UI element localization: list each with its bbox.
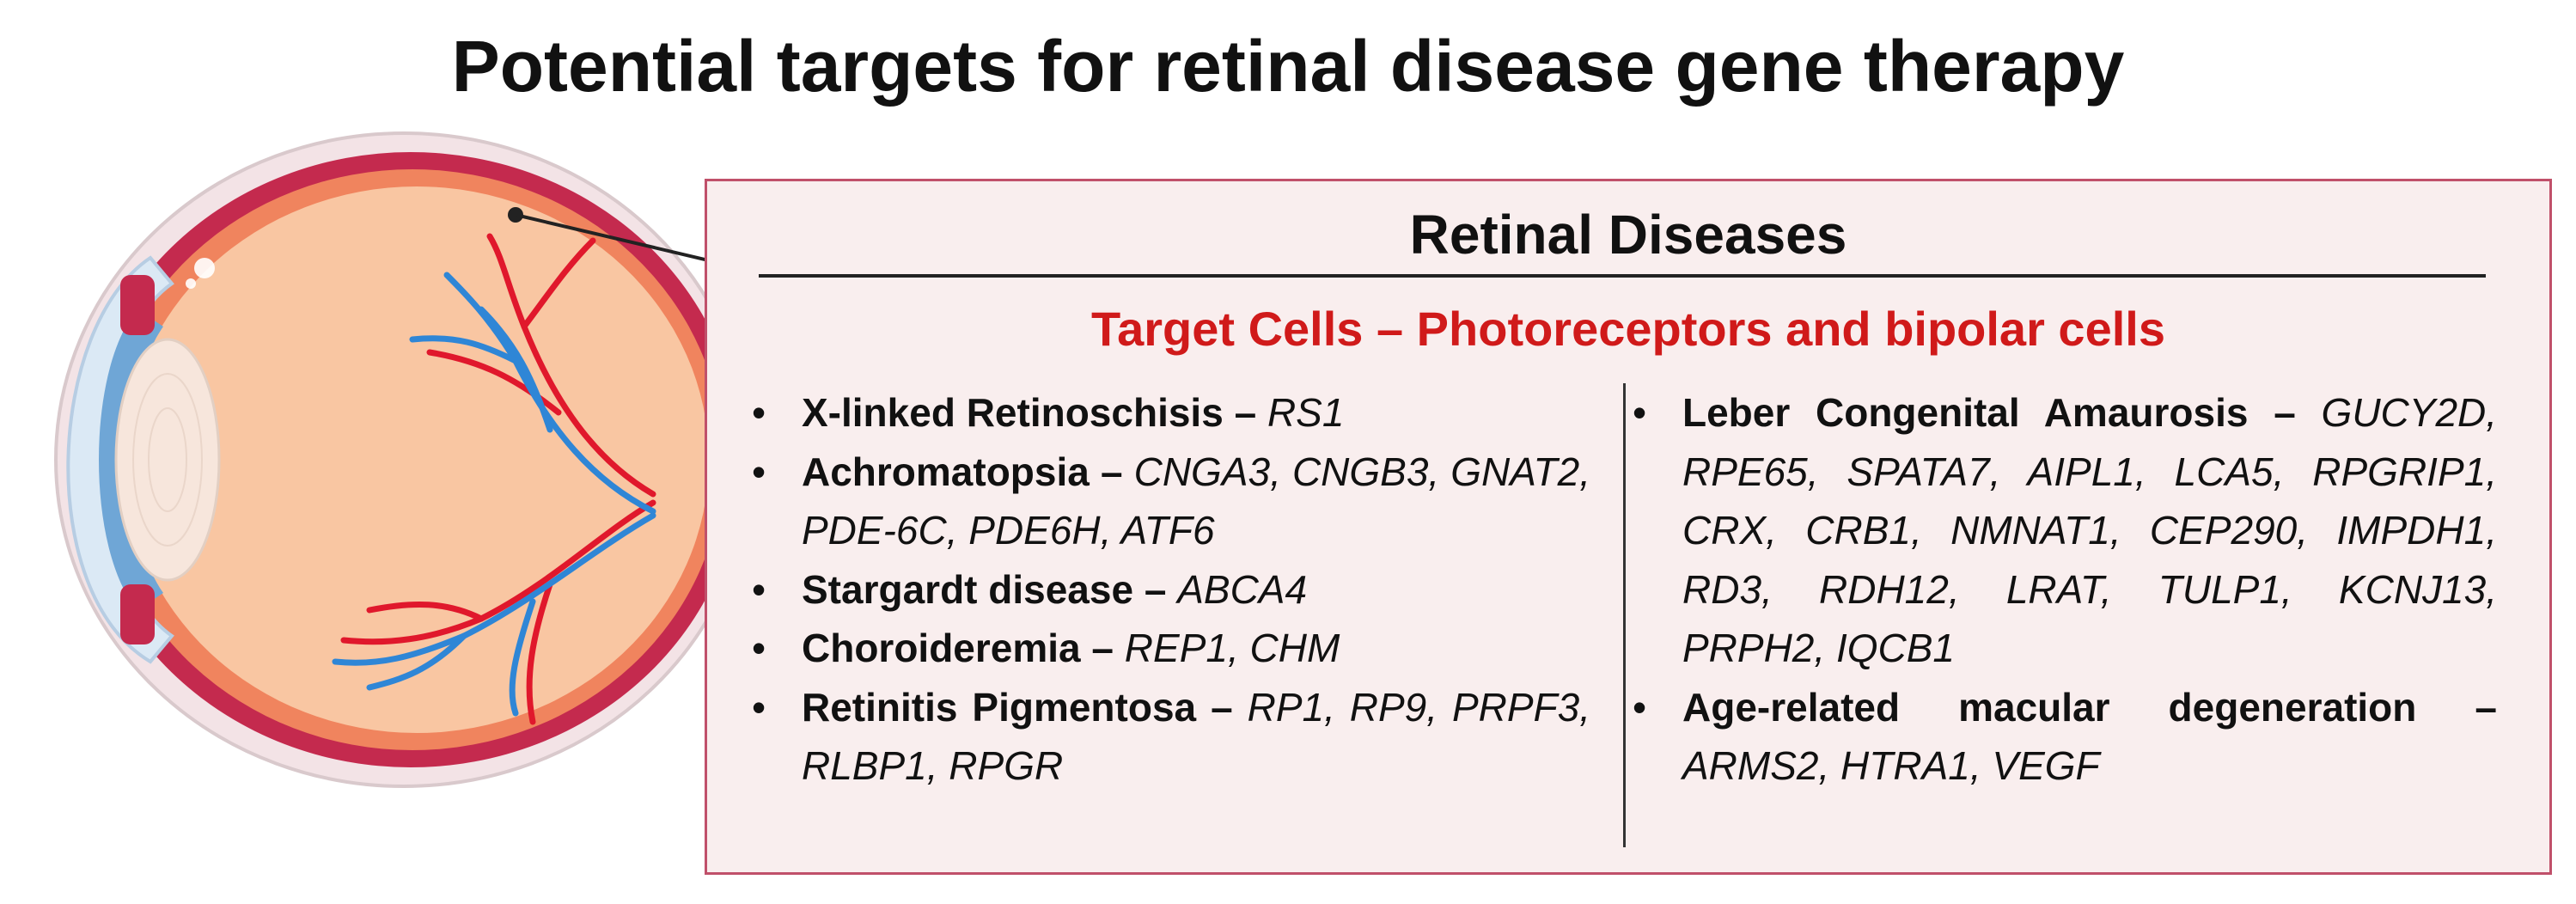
list-item: • Retinitis Pigmentosa – RP1, RP9, PRPF3… <box>752 678 1591 796</box>
gene-list: RP1, RP9, PRPF3, RLBP1, RPGR <box>802 684 1591 789</box>
lens <box>114 338 221 582</box>
bullet-icon: • <box>752 449 766 494</box>
bullet-icon: • <box>752 566 766 612</box>
iris-bottom <box>120 584 155 644</box>
list-item: • Choroideremia – REP1, CHM <box>752 619 1590 678</box>
separator: – <box>1091 626 1114 670</box>
disease-name: X-linked Retinoschisis <box>802 390 1224 435</box>
main-title: Potential targets for retinal disease ge… <box>451 26 2125 107</box>
gene-list: RS1 <box>1267 390 1345 435</box>
separator: – <box>2475 684 2497 730</box>
list-item: • Stargardt disease – ABCA4 <box>752 560 1590 620</box>
separator: – <box>1211 684 1233 730</box>
disease-name: Leber Congenital Amaurosis <box>1682 390 2249 435</box>
disease-name: Stargardt disease <box>802 566 1134 612</box>
target-cells-heading: Target Cells – Photoreceptors and bipola… <box>1091 302 2165 356</box>
disease-name: Retinitis Pigmentosa <box>802 684 1197 730</box>
column-divider <box>1623 383 1626 847</box>
list-item: • Age-related macular degeneration – ARM… <box>1633 678 2497 796</box>
bullet-icon: • <box>752 684 766 730</box>
left-disease-list: • X-linked Retinoschisis – RS1 • Achroma… <box>752 383 1591 796</box>
disease-name: Achromatopsia <box>802 449 1090 494</box>
separator: – <box>1234 390 1257 435</box>
gene-list: ARMS2, HTRA1, VEGF <box>1682 743 2100 788</box>
vitreous <box>125 186 709 733</box>
list-item: • X-linked Retinoschisis – RS1 <box>752 383 1590 443</box>
bullet-icon: • <box>752 626 766 670</box>
heading-divider <box>759 274 2486 278</box>
disease-name: Age-related macular degeneration <box>1682 684 2417 730</box>
right-disease-list: • Leber Congenital Amaurosis – GUCY2D, R… <box>1633 383 2498 796</box>
list-item: • Achromatopsia – CNGA3, CNGB3, GNAT2, P… <box>752 443 1591 560</box>
separator: – <box>1144 566 1167 612</box>
separator: – <box>2274 390 2296 435</box>
retinal-arteries <box>340 233 656 725</box>
retinal-diseases-panel: Retinal Diseases Target Cells – Photorec… <box>705 179 2552 875</box>
bullet-icon: • <box>752 390 766 435</box>
separator: – <box>1100 449 1123 494</box>
panel-heading: Retinal Diseases <box>1409 204 1847 266</box>
iris-top <box>120 275 155 335</box>
disease-name: Choroideremia <box>802 626 1081 670</box>
gene-list: ABCA4 <box>1177 566 1308 612</box>
retinal-veins <box>332 272 656 717</box>
list-item: • Leber Congenital Amaurosis – GUCY2D, R… <box>1633 383 2498 678</box>
gene-list: CNGA3, CNGB3, GNAT2, PDE-6C, PDE6H, ATF6 <box>802 449 1591 553</box>
gene-list: REP1, CHM <box>1124 626 1340 670</box>
gene-list: GUCY2D, RPE65, SPATA7, AIPL1, LCA5, RPGR… <box>1682 390 2498 670</box>
bullet-icon: • <box>1633 390 1647 435</box>
bullet-icon: • <box>1633 684 1647 730</box>
